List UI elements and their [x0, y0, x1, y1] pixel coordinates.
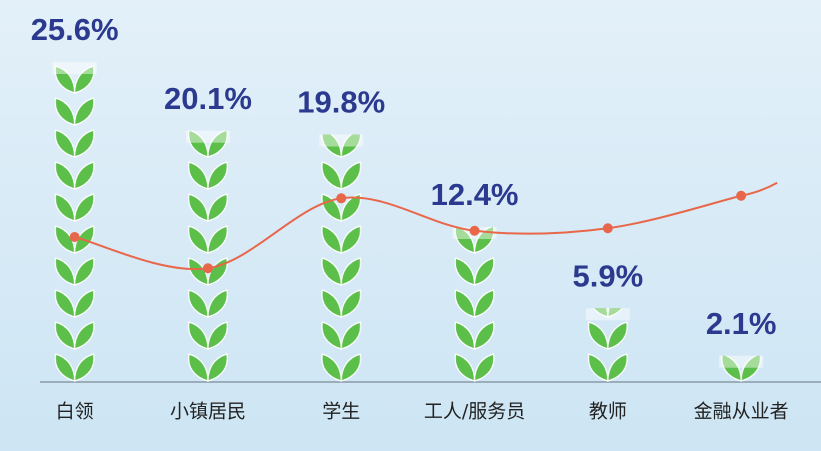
- background: [0, 0, 821, 451]
- chart: 白领 小镇居民 学生 工人/服务员 教师 金融从业者 25.6% 20.1% 19.8% 12.4…: [0, 0, 821, 451]
- bar: [453, 227, 497, 382]
- bar-top-fade: [719, 356, 763, 368]
- x-tick-label: 教师: [589, 401, 627, 423]
- bar-top-fade: [319, 135, 363, 147]
- x-tick-label: 学生: [322, 401, 360, 423]
- x-tick-label: 金融从业者: [694, 401, 789, 423]
- page: {"chart_data": {"type": "pictorial-bar",…: [0, 0, 821, 451]
- value-label: 19.8%: [297, 85, 385, 120]
- x-tick-label: 工人/服务员: [424, 401, 525, 423]
- bar-top-fade: [586, 308, 630, 320]
- line-point: [470, 226, 480, 236]
- bar: [53, 62, 97, 382]
- value-label: 20.1%: [164, 81, 252, 116]
- value-label: 2.1%: [706, 306, 777, 341]
- line-point: [336, 193, 346, 203]
- line-point: [70, 232, 80, 242]
- bar-top-fade: [53, 62, 97, 74]
- line-point: [603, 223, 613, 233]
- value-label: 25.6%: [31, 12, 119, 47]
- bar: [319, 135, 363, 383]
- value-label: 12.4%: [431, 177, 519, 212]
- x-tick-label: 小镇居民: [170, 401, 246, 423]
- x-tick-label: 白领: [56, 401, 94, 423]
- line-point: [736, 191, 746, 201]
- bar-top-fade: [186, 131, 230, 143]
- line-point: [203, 263, 213, 273]
- value-label: 5.9%: [573, 258, 644, 293]
- bar: [186, 131, 230, 382]
